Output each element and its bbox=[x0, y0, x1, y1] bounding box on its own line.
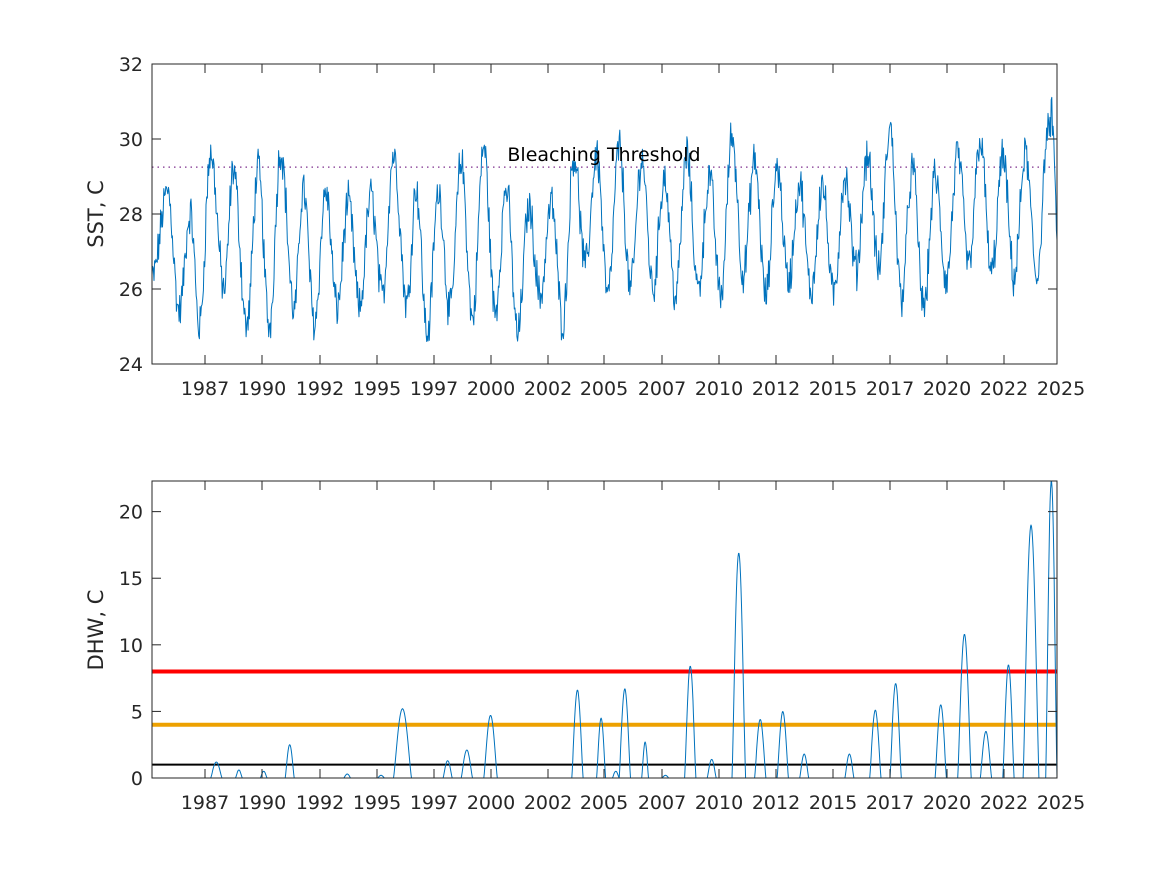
dhw-x-tick-label: 2005 bbox=[580, 792, 628, 814]
sst-x-tick-label: 2010 bbox=[695, 378, 743, 400]
dhw-x-tick-label: 2007 bbox=[638, 792, 686, 814]
dhw-x-tick-label: 2000 bbox=[467, 792, 515, 814]
sst-series-line bbox=[151, 96, 1058, 342]
sst-y-tick-label: 26 bbox=[119, 279, 143, 301]
sst-x-tick-label: 2025 bbox=[1037, 378, 1085, 400]
sst-x-tick-label: 1992 bbox=[296, 378, 344, 400]
dhw-x-tick-label: 2017 bbox=[866, 792, 914, 814]
sst-x-tick-label: 1995 bbox=[353, 378, 401, 400]
dhw-y-ticks: 0 5 10 15 20 bbox=[119, 502, 1057, 790]
sst-x-tick-label: 2017 bbox=[866, 378, 914, 400]
dhw-x-tick-label: 2025 bbox=[1037, 792, 1085, 814]
dhw-y-tick-label: 0 bbox=[131, 768, 143, 790]
dhw-plot-area bbox=[152, 481, 1058, 779]
sst-x-tick-label: 2000 bbox=[467, 378, 515, 400]
dhw-x-tick-label: 2002 bbox=[524, 792, 572, 814]
sst-x-ticks: 1987 1990 1992 1995 1997 2000 2002 2005 2007 2010… bbox=[181, 64, 1085, 400]
sst-x-tick-label: 2020 bbox=[923, 378, 971, 400]
dhw-x-tick-label: 2015 bbox=[809, 792, 857, 814]
sst-plot-area bbox=[151, 96, 1058, 342]
dhw-y-tick-label: 5 bbox=[131, 701, 143, 723]
dhw-x-tick-label: 1997 bbox=[410, 792, 458, 814]
sst-x-tick-label: 2005 bbox=[580, 378, 628, 400]
sst-y-tick-label: 24 bbox=[119, 354, 143, 376]
sst-x-tick-label: 1990 bbox=[238, 378, 286, 400]
dhw-x-tick-label: 2012 bbox=[752, 792, 800, 814]
dhw-x-tick-label: 2020 bbox=[923, 792, 971, 814]
sst-y-tick-label: 30 bbox=[119, 129, 143, 151]
sst-y-tick-label: 32 bbox=[119, 54, 143, 76]
bleaching-threshold-label: Bleaching Threshold bbox=[507, 144, 700, 166]
dhw-x-tick-label: 1992 bbox=[296, 792, 344, 814]
dhw-series-line bbox=[152, 481, 1058, 779]
dhw-y-tick-label: 20 bbox=[119, 502, 143, 524]
dhw-x-tick-label: 1990 bbox=[238, 792, 286, 814]
sst-y-ticks: 24 26 28 30 32 bbox=[119, 54, 1057, 376]
sst-x-tick-label: 1997 bbox=[410, 378, 458, 400]
dhw-y-tick-label: 10 bbox=[119, 635, 143, 657]
sst-x-tick-label: 2007 bbox=[638, 378, 686, 400]
sst-x-tick-label: 2002 bbox=[524, 378, 572, 400]
dhw-x-ticks: 1987 1990 1992 1995 1997 2000 2002 2005 2007 2010… bbox=[181, 481, 1085, 814]
sst-x-tick-label: 2012 bbox=[752, 378, 800, 400]
dhw-x-tick-label: 2010 bbox=[695, 792, 743, 814]
dhw-x-tick-label: 2022 bbox=[980, 792, 1028, 814]
dhw-x-tick-label: 1987 bbox=[181, 792, 229, 814]
sst-y-tick-label: 28 bbox=[119, 204, 143, 226]
sst-x-tick-label: 2015 bbox=[809, 378, 857, 400]
dhw-panel: 0 5 10 15 20 1987 1990 1992 1995 1997 2000 2002 200… bbox=[84, 480, 1085, 814]
dhw-x-tick-label: 1995 bbox=[353, 792, 401, 814]
sst-x-tick-label: 1987 bbox=[181, 378, 229, 400]
sst-x-tick-label: 2022 bbox=[980, 378, 1028, 400]
sst-y-axis-label: SST, C bbox=[84, 180, 108, 248]
dhw-y-axis-label: DHW, C bbox=[84, 590, 108, 671]
dhw-y-tick-label: 15 bbox=[119, 568, 143, 590]
